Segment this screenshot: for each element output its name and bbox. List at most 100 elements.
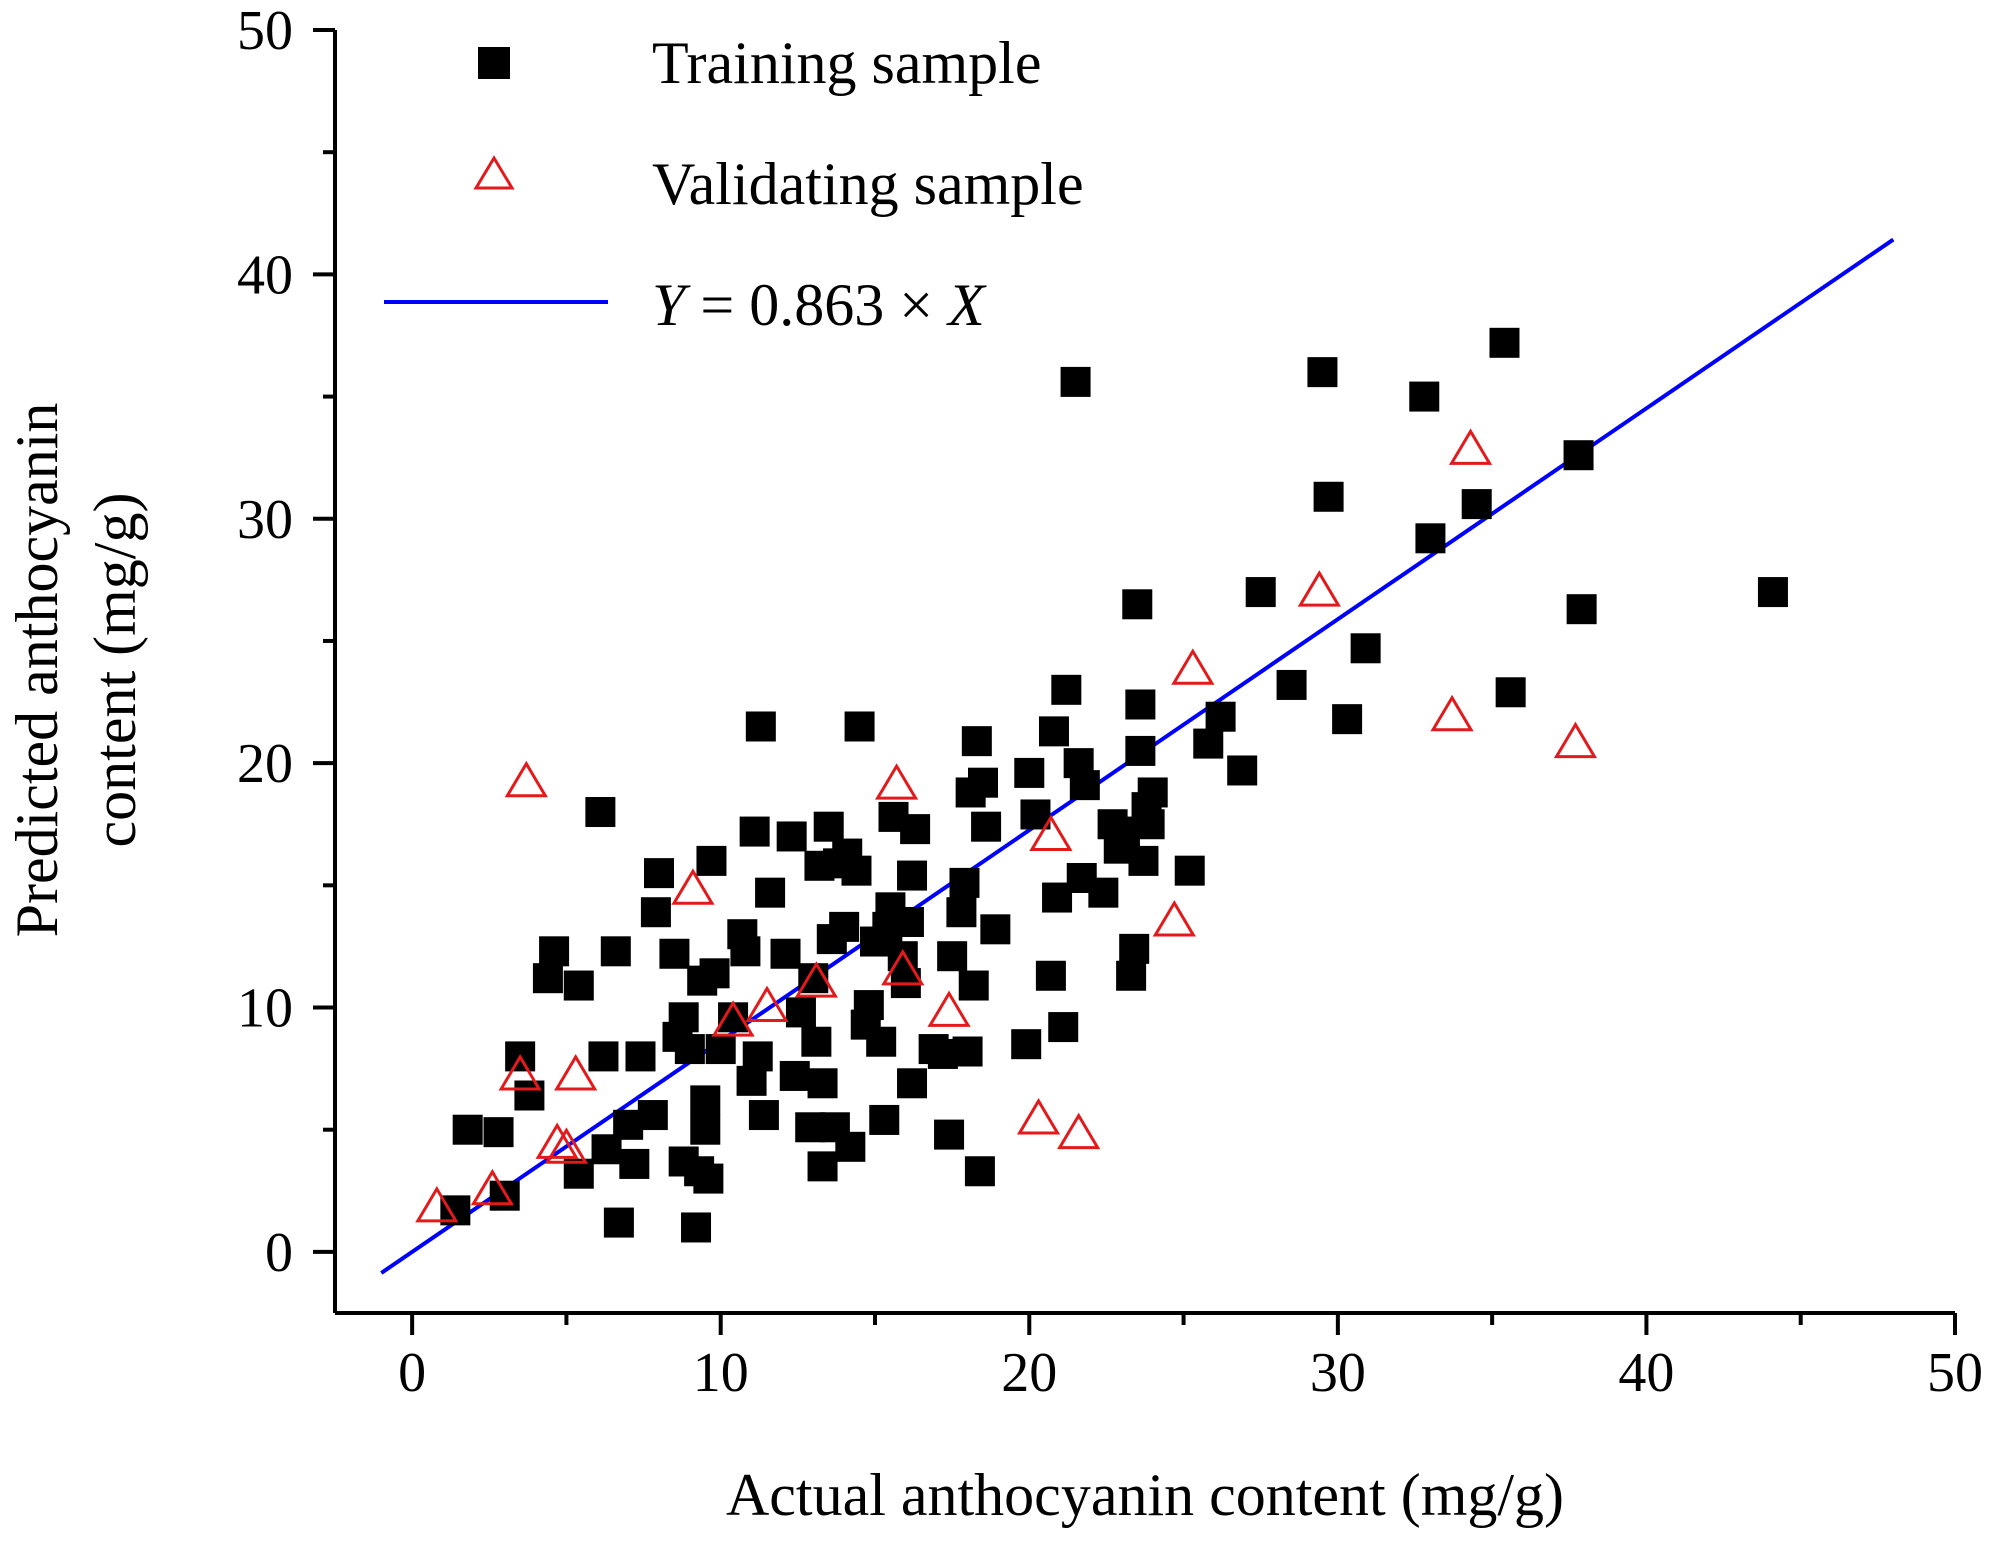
validating-point — [881, 948, 925, 986]
validating-point — [504, 760, 548, 798]
training-point — [961, 726, 992, 757]
training-point — [1048, 1012, 1079, 1043]
validating-point — [1152, 900, 1196, 937]
training-point — [1461, 489, 1492, 520]
training-point — [1495, 677, 1526, 708]
training-point — [1307, 357, 1338, 388]
training-point — [659, 938, 690, 969]
y-tick-label: 10 — [237, 978, 293, 1040]
validating-points — [415, 428, 1598, 1223]
training-point — [952, 1036, 983, 1067]
validating-point — [1057, 1112, 1101, 1150]
training-point — [718, 1002, 749, 1033]
training-point — [637, 1100, 668, 1131]
y-axis: 0 10 20 30 40 50 — [237, 0, 337, 1313]
y-tick-label: 20 — [237, 733, 293, 795]
y-axis-title-line1: Predicted anthocyanin — [4, 403, 70, 938]
training-point — [964, 1156, 995, 1187]
training-point — [532, 963, 563, 994]
validating-point — [794, 961, 839, 998]
training-point — [813, 811, 844, 842]
validating-point — [535, 1122, 579, 1159]
training-point — [1350, 633, 1381, 664]
training-point — [674, 1034, 705, 1065]
training-point — [690, 1085, 721, 1116]
training-point — [563, 970, 594, 1001]
training-point — [807, 1151, 838, 1182]
training-point — [1415, 523, 1446, 554]
training-point — [1038, 716, 1069, 747]
training-point — [619, 1148, 650, 1179]
training-point — [1489, 327, 1520, 358]
training-point — [483, 1117, 514, 1148]
training-point — [690, 1114, 721, 1145]
validating-point — [1430, 694, 1474, 732]
x-tick-label: 40 — [1618, 1342, 1674, 1404]
x-axis: 0 10 20 30 40 50 — [335, 1311, 1983, 1404]
training-point — [776, 821, 807, 852]
training-point — [693, 1163, 724, 1194]
validating-point — [1297, 570, 1341, 607]
training-point — [730, 936, 761, 967]
training-point — [853, 990, 884, 1021]
training-point — [1069, 770, 1100, 801]
training-point — [1276, 669, 1307, 700]
training-point — [866, 1026, 897, 1057]
training-point — [807, 1068, 838, 1099]
training-point — [801, 1026, 832, 1057]
training-point — [625, 1041, 656, 1072]
validating-point — [544, 1127, 589, 1164]
training-point — [980, 914, 1011, 945]
training-point — [588, 1041, 619, 1072]
x-tick-label: 50 — [1927, 1342, 1983, 1404]
validating-point — [1171, 648, 1215, 685]
y-tick-label: 40 — [237, 244, 293, 306]
training-point — [844, 711, 875, 742]
training-point — [755, 877, 786, 908]
x-tick-label: 0 — [398, 1342, 426, 1404]
training-point — [1227, 755, 1258, 786]
legend-training-marker — [478, 47, 510, 79]
training-point — [900, 814, 931, 845]
y-tick-label: 30 — [237, 489, 293, 551]
training-point — [745, 711, 776, 742]
x-axis-title: Actual anthocyanin content (mg/g) — [726, 1462, 1564, 1528]
training-point — [1035, 960, 1066, 991]
validating-point — [874, 763, 919, 800]
validating-point — [711, 1000, 755, 1037]
training-point — [748, 1100, 779, 1131]
training-point — [1119, 933, 1150, 964]
training-point — [1014, 757, 1045, 788]
training-point — [937, 941, 968, 972]
training-point — [841, 855, 872, 886]
training-point — [897, 1068, 928, 1099]
validating-point — [745, 985, 789, 1023]
training-point — [699, 958, 730, 989]
training-point — [1563, 440, 1594, 471]
training-point — [1174, 855, 1205, 886]
training-point — [1757, 577, 1788, 608]
training-point — [1060, 366, 1091, 397]
validating-point — [498, 1054, 542, 1091]
training-point — [1051, 674, 1082, 705]
x-tick-label: 20 — [1001, 1342, 1057, 1404]
training-point — [644, 858, 674, 889]
training-point — [452, 1114, 483, 1145]
training-point — [739, 816, 770, 847]
training-point — [968, 767, 998, 798]
legend-validating-marker — [473, 155, 515, 190]
training-point — [742, 1041, 773, 1072]
training-point — [600, 936, 631, 967]
y-axis-title-line2: content (mg/g) — [82, 493, 148, 848]
training-point — [958, 970, 989, 1001]
legend-training-label: Training sample — [652, 30, 1041, 96]
training-point — [934, 1119, 965, 1150]
training-point — [696, 845, 727, 876]
training-point — [971, 811, 1002, 842]
training-point — [835, 1131, 866, 1162]
training-point — [640, 897, 671, 928]
training-point — [514, 1080, 545, 1111]
training-point — [705, 1034, 736, 1065]
training-points — [440, 327, 1788, 1243]
